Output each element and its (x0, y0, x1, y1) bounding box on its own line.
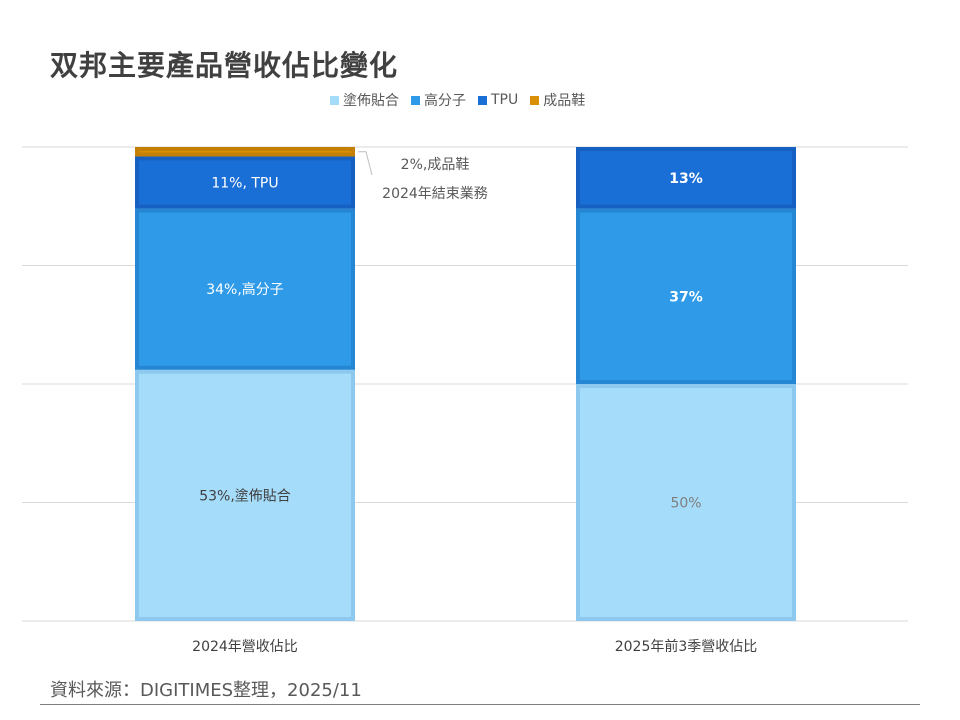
category-label-1: 2025年前3季營收佔比 (615, 638, 758, 655)
bar-2-1 (576, 147, 796, 209)
data-label-1-0: 34%,高分子 (206, 281, 284, 298)
bar-0-0 (135, 369, 355, 621)
legend-item-tpu: TPU (478, 90, 518, 110)
legend-swatch-shoes (530, 95, 540, 105)
chart-title: 双邦主要產品營收佔比變化 (50, 49, 399, 82)
data-label-2-1: 13% (669, 171, 703, 187)
bar-1-1 (576, 208, 796, 384)
source-note: 資料來源：DIGITIMES整理，2025/11 (50, 680, 362, 701)
data-label-0-0: 53%,塗佈貼合 (199, 487, 291, 504)
data-label-2-0: 11%, TPU (211, 176, 278, 192)
chart-legend: 塗佈貼合 高分子 TPU 成品鞋 (330, 90, 585, 110)
legend-swatch-tpu (478, 95, 487, 105)
legend-swatch-polymer (411, 95, 420, 105)
bar-0-1 (576, 384, 796, 621)
legend-item-coating: 塗佈貼合 (330, 90, 399, 110)
bar-2-0 (135, 156, 355, 209)
annotation-shoes-ended: 2024年結束業務 (382, 186, 488, 202)
category-label-0: 2024年營收佔比 (192, 639, 298, 655)
legend-item-shoes: 成品鞋 (530, 90, 585, 110)
bar-1-0 (135, 208, 355, 370)
legend-item-polymer: 高分子 (411, 90, 466, 110)
legend-label-polymer: 高分子 (424, 93, 466, 109)
annotation-shoes-share: 2%,成品鞋 (401, 157, 470, 173)
legend-swatch-coating (330, 95, 339, 105)
legend-label-shoes: 成品鞋 (543, 93, 586, 109)
data-label-1-1: 37% (669, 289, 703, 305)
footer-divider (40, 704, 920, 705)
legend-label-coating: 塗佈貼合 (343, 93, 399, 109)
data-label-0-1: 50% (670, 496, 701, 512)
annotation-leader-line (358, 151, 373, 176)
bar-3-0 (135, 147, 355, 157)
legend-label-tpu: TPU (491, 92, 519, 108)
